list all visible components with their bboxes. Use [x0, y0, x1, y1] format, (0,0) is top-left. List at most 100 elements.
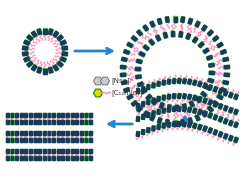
Polygon shape — [162, 108, 165, 113]
Polygon shape — [80, 156, 83, 160]
Polygon shape — [141, 88, 147, 94]
Polygon shape — [186, 34, 191, 39]
Polygon shape — [183, 104, 187, 110]
Polygon shape — [43, 119, 46, 125]
Polygon shape — [137, 30, 142, 36]
Polygon shape — [136, 117, 140, 121]
Polygon shape — [33, 131, 37, 136]
Polygon shape — [192, 80, 197, 86]
Polygon shape — [137, 106, 142, 112]
Polygon shape — [61, 156, 64, 160]
Polygon shape — [162, 95, 166, 100]
Polygon shape — [152, 99, 158, 105]
Polygon shape — [15, 112, 18, 118]
Polygon shape — [85, 138, 87, 142]
Polygon shape — [34, 149, 37, 153]
Polygon shape — [209, 71, 214, 75]
Polygon shape — [20, 149, 23, 153]
Polygon shape — [33, 112, 37, 118]
Polygon shape — [75, 149, 78, 153]
Polygon shape — [189, 101, 194, 107]
Polygon shape — [38, 113, 41, 117]
Polygon shape — [167, 105, 171, 111]
Polygon shape — [205, 85, 211, 91]
Polygon shape — [206, 55, 213, 60]
Polygon shape — [38, 120, 41, 124]
Polygon shape — [135, 67, 141, 71]
Polygon shape — [62, 52, 68, 56]
Polygon shape — [57, 131, 60, 135]
Polygon shape — [34, 120, 37, 124]
Polygon shape — [159, 102, 164, 109]
Polygon shape — [224, 106, 228, 111]
Polygon shape — [179, 32, 183, 37]
Polygon shape — [24, 149, 28, 153]
Polygon shape — [208, 78, 214, 83]
Polygon shape — [43, 149, 46, 153]
Polygon shape — [66, 119, 69, 125]
Polygon shape — [89, 138, 92, 142]
Polygon shape — [136, 104, 140, 108]
Polygon shape — [53, 31, 59, 37]
Polygon shape — [38, 131, 41, 136]
Polygon shape — [124, 88, 130, 92]
Polygon shape — [127, 43, 133, 48]
Polygon shape — [213, 86, 218, 92]
Polygon shape — [52, 149, 55, 153]
Polygon shape — [157, 109, 161, 115]
Polygon shape — [57, 35, 63, 41]
Polygon shape — [173, 16, 176, 22]
Polygon shape — [207, 30, 214, 36]
Polygon shape — [75, 113, 78, 117]
Polygon shape — [223, 80, 229, 85]
Polygon shape — [141, 101, 145, 107]
Polygon shape — [167, 79, 171, 84]
Polygon shape — [29, 112, 32, 118]
Polygon shape — [80, 120, 83, 124]
Polygon shape — [66, 131, 69, 136]
Polygon shape — [23, 40, 30, 46]
Polygon shape — [84, 131, 88, 136]
Polygon shape — [43, 29, 47, 33]
Polygon shape — [188, 118, 193, 124]
Polygon shape — [10, 156, 14, 160]
Polygon shape — [181, 119, 185, 125]
Polygon shape — [43, 112, 46, 118]
Polygon shape — [228, 107, 233, 113]
Polygon shape — [213, 36, 219, 42]
Polygon shape — [142, 87, 145, 91]
Polygon shape — [152, 99, 157, 105]
Polygon shape — [60, 57, 66, 62]
Polygon shape — [234, 109, 238, 115]
Polygon shape — [146, 94, 152, 100]
Polygon shape — [85, 149, 87, 153]
Polygon shape — [136, 75, 141, 79]
Polygon shape — [24, 131, 28, 136]
Polygon shape — [218, 103, 223, 109]
Polygon shape — [22, 52, 28, 56]
Polygon shape — [147, 100, 150, 105]
Polygon shape — [137, 82, 144, 87]
Polygon shape — [15, 138, 18, 142]
Polygon shape — [171, 31, 175, 37]
Polygon shape — [147, 85, 150, 90]
Polygon shape — [20, 112, 23, 118]
Polygon shape — [150, 115, 155, 121]
Polygon shape — [187, 79, 192, 85]
Polygon shape — [172, 79, 176, 84]
Polygon shape — [223, 57, 229, 62]
Polygon shape — [213, 129, 218, 135]
Polygon shape — [38, 138, 41, 142]
Polygon shape — [228, 92, 233, 98]
Polygon shape — [143, 25, 148, 31]
Polygon shape — [213, 101, 218, 107]
Polygon shape — [127, 94, 133, 100]
Polygon shape — [172, 93, 176, 99]
Polygon shape — [182, 78, 187, 84]
Polygon shape — [188, 107, 192, 112]
Polygon shape — [52, 138, 55, 142]
Polygon shape — [15, 149, 18, 153]
Polygon shape — [149, 39, 155, 46]
Polygon shape — [61, 113, 64, 117]
Polygon shape — [57, 131, 60, 136]
